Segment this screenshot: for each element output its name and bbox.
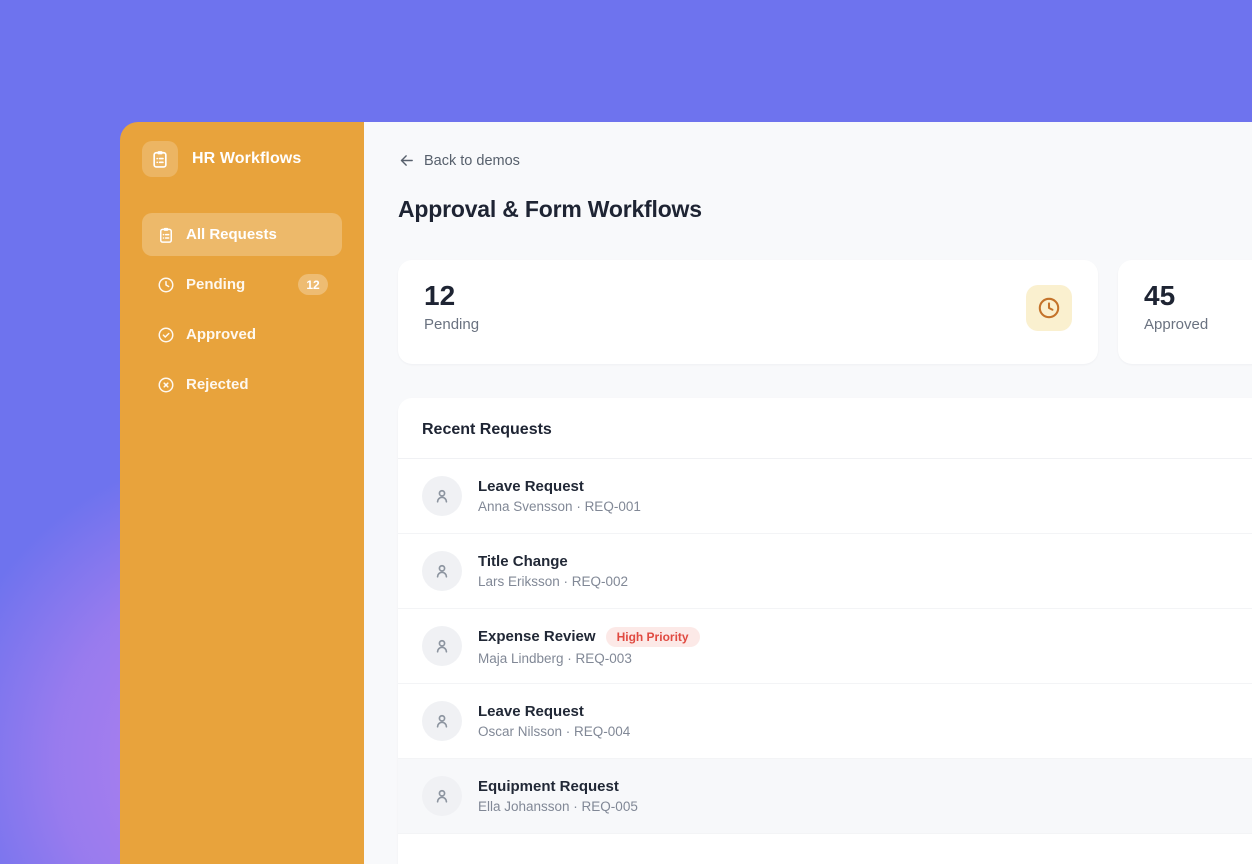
avatar <box>422 626 462 666</box>
clipboard-icon <box>150 149 170 169</box>
avatar <box>422 776 462 816</box>
request-row-req-002[interactable]: Title Change Lars Eriksson · REQ-002 <box>398 534 1252 609</box>
request-title: Expense Review <box>478 628 596 645</box>
stat-text: 12 Pending <box>424 280 480 333</box>
page-title: Approval & Form Workflows <box>398 196 702 222</box>
stat-card-approved[interactable]: 45 Approved <box>1118 260 1252 364</box>
request-row-req-001[interactable]: Leave Request Anna Svensson · REQ-001 <box>398 459 1252 534</box>
stat-label: Pending <box>424 315 480 333</box>
high-priority-badge: High Priority <box>605 626 700 647</box>
request-title: Title Change <box>478 553 568 570</box>
sidebar-item-approved[interactable]: Approved <box>142 313 342 356</box>
request-title: Leave Request <box>478 478 584 495</box>
request-row-text: Expense Review High Priority Maja Lindbe… <box>478 626 700 666</box>
brand-label: HR Workflows <box>192 150 302 167</box>
sidebar-item-label: Pending <box>186 276 246 293</box>
clock-icon <box>157 276 175 294</box>
avatar <box>422 551 462 591</box>
person-icon <box>432 711 452 731</box>
request-row-req-005[interactable]: Equipment Request Ella Johansson · REQ-0… <box>398 759 1252 834</box>
check-circle-icon <box>157 326 175 344</box>
back-arrow-icon <box>398 152 415 169</box>
stat-value: 12 <box>424 280 456 311</box>
brand: HR Workflows <box>142 141 342 177</box>
request-subtitle: Oscar Nilsson · REQ-004 <box>478 724 631 739</box>
request-subtitle: Anna Svensson · REQ-001 <box>478 499 641 514</box>
recent-requests-card: Recent Requests Leave Request <box>398 398 1252 864</box>
sidebar-nav: All Requests Pending 12 <box>142 213 342 406</box>
sidebar-item-all-requests[interactable]: All Requests <box>142 213 342 256</box>
request-subtitle: Maja Lindberg · REQ-003 <box>478 650 632 666</box>
app-window: HR Workflows All Requests <box>120 122 1252 864</box>
request-row-text: Leave Request Oscar Nilsson · REQ-004 <box>478 703 630 739</box>
request-title: Equipment Request <box>478 778 619 795</box>
sidebar-item-label: All Requests <box>186 226 277 243</box>
request-subtitle: Lars Eriksson · REQ-002 <box>478 574 629 589</box>
sidebar-item-pending[interactable]: Pending 12 <box>142 263 342 306</box>
request-row-text: Leave Request Anna Svensson · REQ-001 <box>478 478 641 514</box>
person-icon <box>432 636 452 656</box>
sidebar: HR Workflows All Requests <box>120 122 364 864</box>
person-icon <box>432 786 452 806</box>
sidebar-item-label: Rejected <box>186 376 249 393</box>
sidebar-item-rejected[interactable]: Rejected <box>142 363 342 406</box>
stats-row: 12 Pending 45 Approved <box>398 260 1252 364</box>
avatar <box>422 701 462 741</box>
request-row-req-003[interactable]: Expense Review High Priority Maja Lindbe… <box>398 609 1252 684</box>
person-icon <box>432 486 452 506</box>
request-subtitle: Ella Johansson · REQ-005 <box>478 799 638 814</box>
request-title: Leave Request <box>478 703 584 720</box>
request-row-text: Title Change Lars Eriksson · REQ-002 <box>478 553 628 589</box>
stat-card-pending[interactable]: 12 Pending <box>398 260 1098 364</box>
pending-count-badge: 12 <box>298 274 328 295</box>
recent-requests-title: Recent Requests <box>398 398 1252 459</box>
stat-value: 45 <box>1144 280 1176 311</box>
main-content: Back to demos Approval & Form Workflows … <box>364 122 1252 864</box>
clock-icon <box>1036 295 1062 321</box>
person-icon <box>432 561 452 581</box>
request-row-req-004[interactable]: Leave Request Oscar Nilsson · REQ-004 <box>398 684 1252 759</box>
clipboard-icon <box>157 226 175 244</box>
brand-icon-box <box>142 141 178 177</box>
request-row-text: Equipment Request Ella Johansson · REQ-0… <box>478 778 638 814</box>
stat-label: Approved <box>1144 315 1209 333</box>
back-link-label: Back to demos <box>424 152 520 169</box>
x-circle-icon <box>157 376 175 394</box>
stat-text: 45 Approved <box>1144 280 1209 333</box>
avatar <box>422 476 462 516</box>
sidebar-item-label: Approved <box>186 326 257 343</box>
stat-chip <box>1026 285 1072 331</box>
back-link[interactable]: Back to demos <box>398 152 520 169</box>
